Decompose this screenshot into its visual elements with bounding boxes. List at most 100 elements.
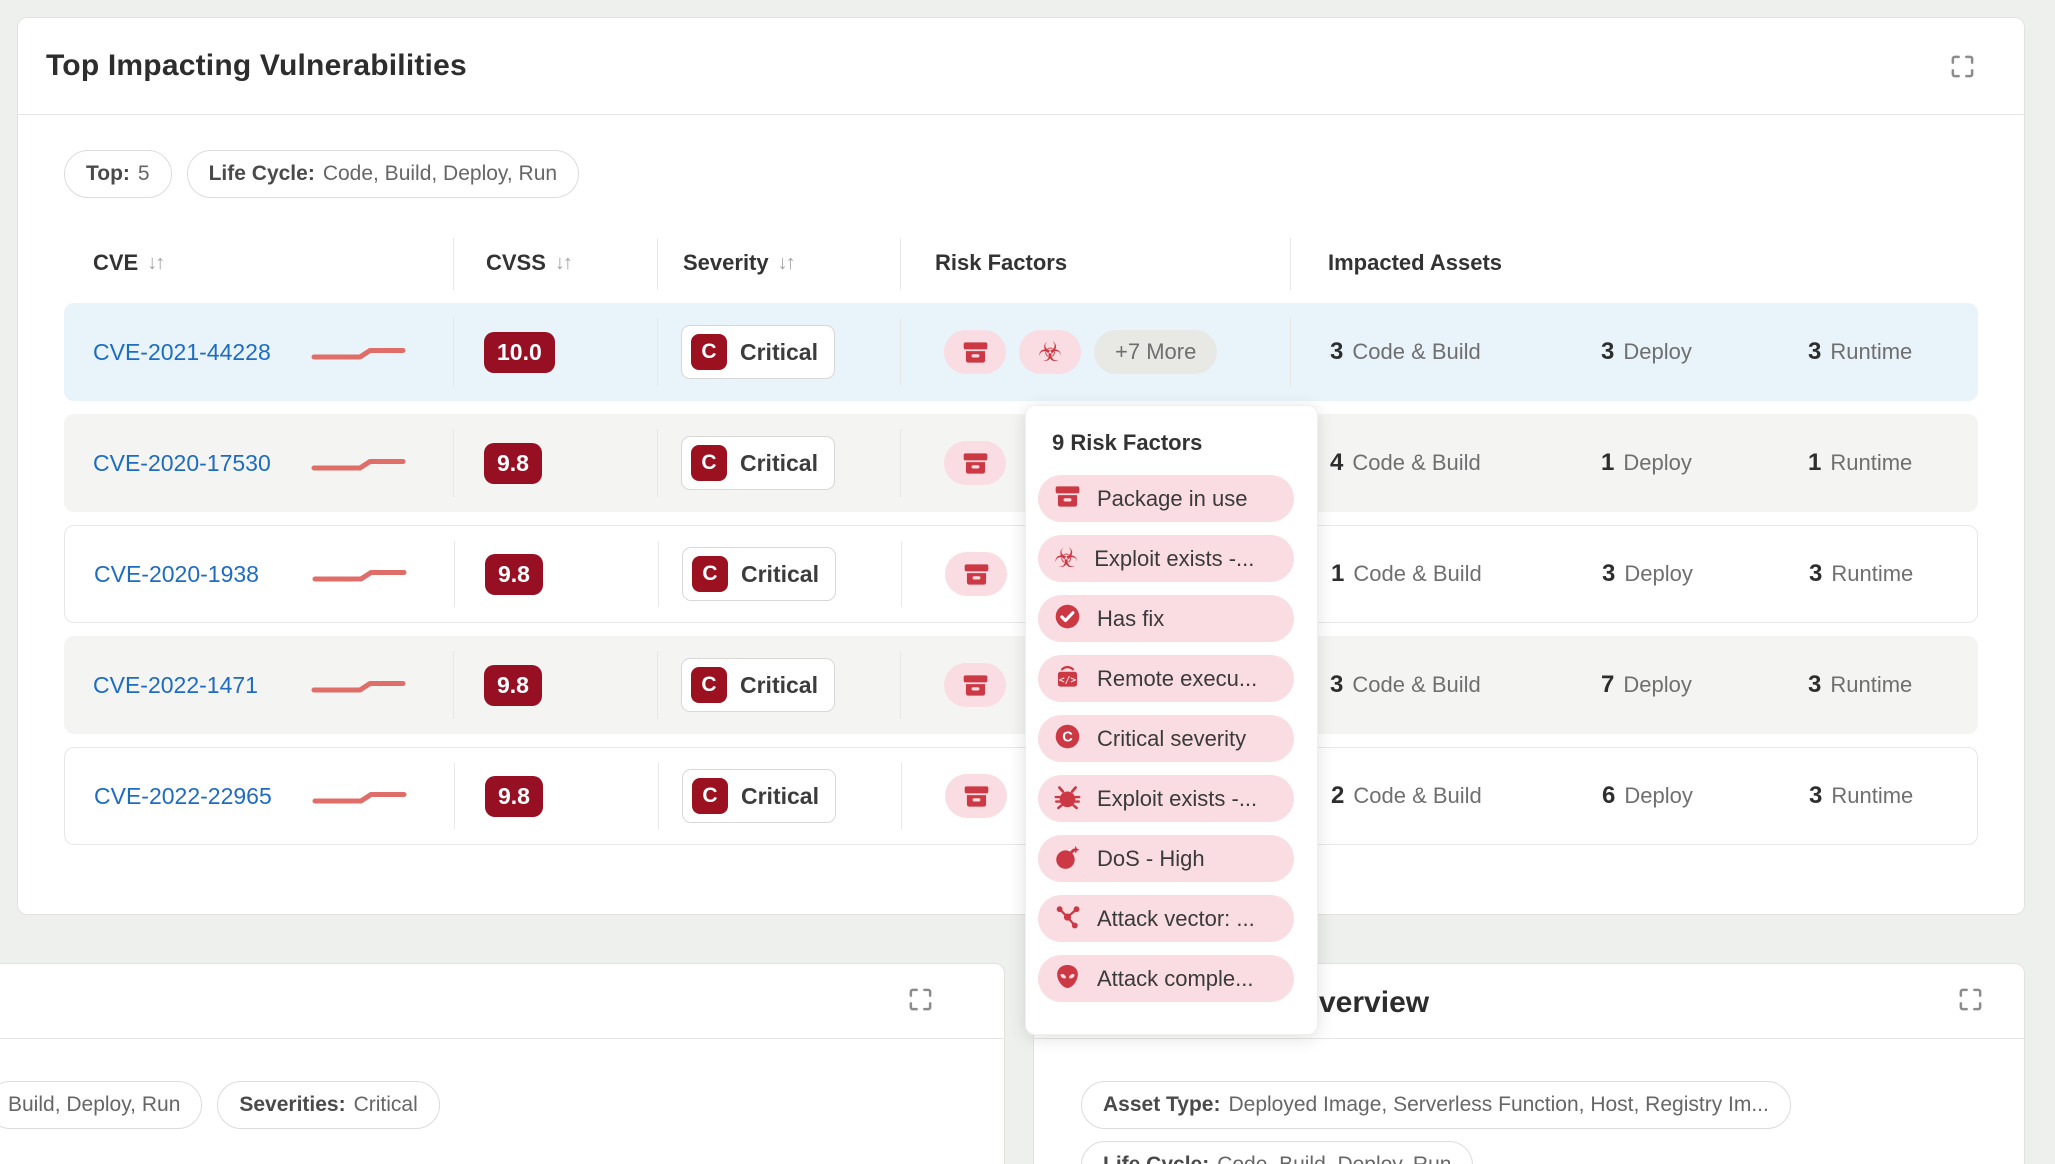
risk-factor-item[interactable]: Package in use (1038, 475, 1294, 522)
filter-chip-asset-type[interactable]: Asset Type: Deployed Image, Serverless F… (1081, 1081, 1791, 1129)
overview-card: verview Asset Type: Deployed Image, Serv… (1033, 963, 2025, 1164)
table-header-row: CVE ↓↑ CVSS ↓↑ Severity ↓↑ Risk Factors … (64, 236, 1978, 303)
package-icon[interactable] (944, 330, 1006, 374)
asset-count: 1 (1331, 560, 1345, 587)
chip-label: Top: (86, 162, 130, 185)
sort-icon[interactable]: ↓↑ (777, 251, 796, 274)
filter-chip-lifecycle-partial[interactable]: Build, Deploy, Run (0, 1081, 203, 1129)
asset-count: 3 (1808, 338, 1822, 365)
table-row[interactable]: CVE-2021-44228 10.0 C Critical ☣ +7 More… (64, 303, 1978, 401)
column-header-cve[interactable]: CVE ↓↑ (93, 250, 165, 276)
page-title: Top Impacting Vulnerabilities (46, 49, 467, 82)
biohazard-icon[interactable]: ☣ (1019, 330, 1081, 374)
risk-factor-item[interactable]: ☣ Exploit exists -... (1038, 535, 1294, 582)
chip-label: Asset Type: (1103, 1093, 1221, 1116)
table-row[interactable]: CVE-2020-1938 9.8 C Critical 1 Code & Bu… (64, 525, 1978, 623)
remote-execution-icon (1054, 663, 1081, 695)
expand-icon[interactable] (1955, 984, 1986, 1015)
impacted-assets-deploy: 3 Deploy (1602, 526, 1693, 622)
asset-count: 6 (1602, 782, 1616, 809)
table-row[interactable]: CVE-2020-17530 9.8 C Critical 4 Code & B… (64, 414, 1978, 512)
package-icon[interactable] (945, 552, 1007, 596)
severity-badge: C Critical (681, 436, 835, 490)
severity-label: Critical (741, 782, 819, 809)
check-circle-icon (1054, 602, 1081, 635)
chip-label: Life Cycle: (1103, 1153, 1209, 1164)
impacted-assets-code-build: 3 Code & Build (1330, 636, 1481, 734)
package-icon[interactable] (945, 774, 1007, 818)
filter-chip-lifecycle[interactable]: Life Cycle: Code, Build, Deploy, Run (186, 150, 580, 198)
risk-factor-label: Package in use (1097, 485, 1248, 511)
expand-icon[interactable] (905, 984, 936, 1015)
filter-chip-severities[interactable]: Severities: Critical (217, 1081, 440, 1129)
asset-label: Code & Build (1353, 783, 1482, 808)
filter-chip-top[interactable]: Top: 5 (64, 150, 172, 198)
column-divider (658, 541, 659, 607)
critical-c-icon (1054, 723, 1081, 755)
card-header: verview (1034, 964, 2024, 1039)
column-header-cvss[interactable]: CVSS ↓↑ (486, 250, 573, 276)
filter-chip-lifecycle[interactable]: Life Cycle: Code, Build, Deploy, Run (1081, 1141, 1474, 1164)
risk-factor-item[interactable]: Exploit exists -... (1038, 775, 1294, 822)
package-icon[interactable] (944, 663, 1006, 707)
chip-label: Life Cycle: (208, 162, 315, 185)
sort-icon[interactable]: ↓↑ (147, 251, 165, 274)
risk-factor-label: DoS - High (1097, 845, 1205, 871)
severity-label: Critical (740, 449, 818, 476)
asset-count: 3 (1602, 560, 1616, 587)
impacted-assets-code-build: 3 Code & Build (1330, 303, 1481, 401)
column-divider (900, 238, 901, 290)
risk-factor-item[interactable]: Critical severity (1038, 715, 1294, 762)
table-row[interactable]: CVE-2022-22965 9.8 C Critical 2 Code & B… (64, 747, 1978, 845)
impacted-assets-runtime: 3 Runtime (1809, 526, 1913, 622)
trend-sparkline (312, 560, 407, 588)
cvss-badge: 9.8 (485, 775, 543, 817)
chip-value: Code, Build, Deploy, Run (1217, 1153, 1451, 1164)
asset-label: Runtime (1830, 672, 1913, 697)
risk-factor-item[interactable]: Has fix (1038, 595, 1294, 642)
column-divider (1290, 318, 1291, 386)
cve-link[interactable]: CVE-2022-22965 (94, 782, 272, 809)
column-label: CVSS (486, 250, 546, 275)
impacted-assets-deploy: 7 Deploy (1601, 636, 1692, 734)
column-divider (453, 238, 454, 290)
asset-count: 3 (1330, 671, 1344, 698)
asset-count: 3 (1330, 338, 1344, 365)
impacted-assets-deploy: 3 Deploy (1601, 303, 1692, 401)
risk-factor-item[interactable]: Attack vector: ... (1038, 895, 1294, 942)
cve-link[interactable]: CVE-2022-1471 (93, 671, 258, 698)
impacted-assets-runtime: 3 Runtime (1808, 303, 1912, 401)
asset-label: Runtime (1830, 450, 1913, 475)
column-divider (901, 541, 902, 607)
cve-link[interactable]: CVE-2020-1938 (94, 560, 259, 587)
sort-icon[interactable]: ↓↑ (554, 251, 573, 274)
column-label: Severity (683, 250, 769, 275)
package-icon[interactable] (944, 441, 1006, 485)
top-impacting-vulnerabilities-card: Top Impacting Vulnerabilities Top: 5 Lif… (17, 17, 2025, 915)
expand-icon[interactable] (1947, 51, 1978, 82)
cvss-badge: 9.8 (484, 442, 542, 484)
column-header-severity[interactable]: Severity ↓↑ (683, 250, 796, 276)
risk-factor-item[interactable]: Attack comple... (1038, 955, 1294, 1002)
asset-count: 3 (1601, 338, 1615, 365)
column-divider (454, 763, 455, 829)
severity-abbr: C (691, 667, 727, 703)
asset-count: 2 (1331, 782, 1345, 809)
column-label: CVE (93, 250, 139, 275)
column-divider (453, 318, 454, 386)
risk-factor-label: Attack vector: ... (1097, 905, 1255, 931)
asset-label: Code & Build (1352, 450, 1481, 475)
risk-factor-item[interactable]: DoS - High (1038, 835, 1294, 882)
risk-factor-label: Attack comple... (1097, 965, 1254, 991)
risk-factor-item[interactable]: Remote execu... (1038, 655, 1294, 702)
severity-label: Critical (740, 671, 818, 698)
cve-link[interactable]: CVE-2021-44228 (93, 338, 271, 365)
impacted-assets-runtime: 1 Runtime (1808, 414, 1912, 512)
column-divider (657, 318, 658, 386)
asset-label: Runtime (1831, 783, 1914, 808)
table-row[interactable]: CVE-2022-1471 9.8 C Critical 3 Code & Bu… (64, 636, 1978, 734)
asset-count: 3 (1808, 671, 1822, 698)
cve-link[interactable]: CVE-2020-17530 (93, 449, 271, 476)
column-divider (657, 238, 658, 290)
more-risk-factors-button[interactable]: +7 More (1094, 330, 1218, 374)
